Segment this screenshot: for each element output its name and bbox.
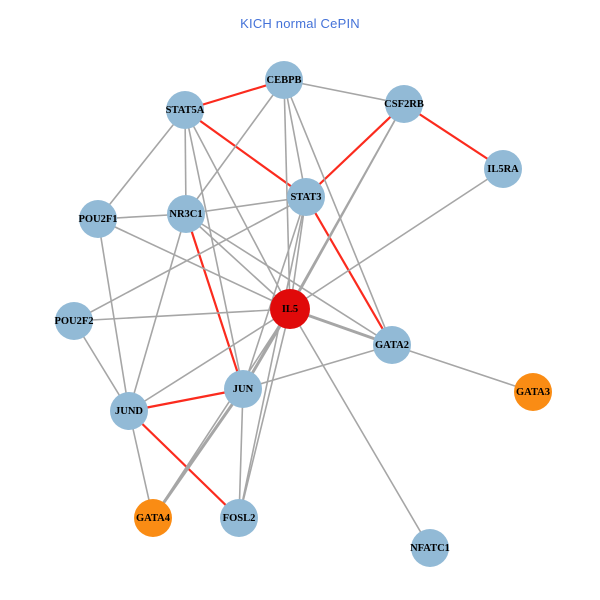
graph-edge[interactable] [305,103,405,198]
graph-edge[interactable] [242,196,307,390]
graph-edge[interactable] [184,109,307,198]
graph-edge[interactable] [185,213,291,310]
graph-node[interactable]: JUN [224,370,262,408]
graph-node[interactable]: GATA4 [134,499,172,537]
graph-node[interactable]: STAT5A [166,91,205,129]
node-label: POU2F2 [54,316,93,327]
graph-edge[interactable] [283,79,291,310]
graph-node[interactable]: FOSL2 [220,499,258,537]
graph-edge[interactable] [403,103,504,170]
graph-edge[interactable] [128,410,240,519]
node-label: JUN [233,384,254,395]
graph-edge[interactable] [289,308,431,549]
node-circle[interactable] [484,150,522,188]
node-circle[interactable] [373,326,411,364]
graph-edge[interactable] [391,344,534,393]
node-circle[interactable] [224,370,262,408]
node-circle[interactable] [265,61,303,99]
node-circle[interactable] [514,373,552,411]
node-label: GATA2 [375,340,409,351]
graph-edge[interactable] [184,109,291,310]
graph-edge[interactable] [73,308,291,322]
graph-edge[interactable] [97,218,130,412]
graph-node[interactable]: IL5RA [484,150,522,188]
node-circle[interactable] [110,392,148,430]
node-label: NR3C1 [169,209,202,220]
graph-edge[interactable] [283,79,405,105]
page-title: KICH normal CePIN [240,16,360,31]
graph-node[interactable]: POU2F2 [54,302,94,340]
graph-edge[interactable] [97,218,291,310]
graph-edge[interactable] [238,388,244,519]
graph-edge[interactable] [128,213,187,412]
graph-edge[interactable] [238,308,291,519]
node-circle[interactable] [79,200,117,238]
graph-node[interactable]: GATA2 [373,326,411,364]
graph-edge[interactable] [238,196,307,519]
node-label: GATA4 [136,513,171,524]
graph-edge[interactable] [289,168,504,310]
node-label: CSF2RB [384,99,424,110]
graph-node[interactable]: GATA3 [514,373,552,411]
graph-edge[interactable] [151,388,245,519]
graph-edge[interactable] [128,308,291,412]
graph-edge[interactable] [128,387,244,413]
graph-node[interactable]: NFATC1 [410,529,450,567]
node-label: FOSL2 [223,513,256,524]
node-circle[interactable] [166,91,204,129]
graph-edge[interactable] [185,213,393,346]
node-circle[interactable] [55,302,93,340]
node-label: GATA3 [516,387,550,398]
graph-node[interactable]: POU2F1 [78,200,118,238]
node-label: NFATC1 [410,543,450,554]
node-circle[interactable] [287,178,325,216]
graph-edge[interactable] [97,109,186,220]
graph-edge[interactable] [242,344,393,390]
node-circle[interactable] [411,529,449,567]
node-circle[interactable] [385,85,423,123]
node-label: IL5 [282,304,298,315]
graph-node[interactable]: STAT3 [287,178,325,216]
node-label: JUND [115,406,143,417]
node-circle[interactable] [220,499,258,537]
node-label: STAT3 [290,192,321,203]
node-label: POU2F1 [78,214,117,225]
node-label: IL5RA [487,164,519,175]
node-label: STAT5A [166,105,205,116]
graph-edge[interactable] [73,196,307,322]
graph-edge[interactable] [184,109,244,390]
node-circle[interactable] [270,289,310,329]
graph-node[interactable]: NR3C1 [167,195,205,233]
node-circle[interactable] [134,499,172,537]
graph-edge[interactable] [283,79,393,346]
graph-node[interactable]: JUND [110,392,148,430]
node-circle[interactable] [167,195,205,233]
graph-edge[interactable] [184,213,245,390]
graph-node[interactable]: CEBPB [265,61,303,99]
graph-node[interactable]: CSF2RB [384,85,424,123]
graph-edge[interactable] [185,196,307,215]
edges-layer [73,78,534,549]
graph-node[interactable]: IL5 [270,289,310,329]
node-label: CEBPB [266,75,301,86]
graph-edge[interactable] [283,79,307,198]
nodes-layer: CEBPB STAT5A CSF2RB IL5RA STAT3 POU2F1 NR3C1 PO… [54,61,552,567]
